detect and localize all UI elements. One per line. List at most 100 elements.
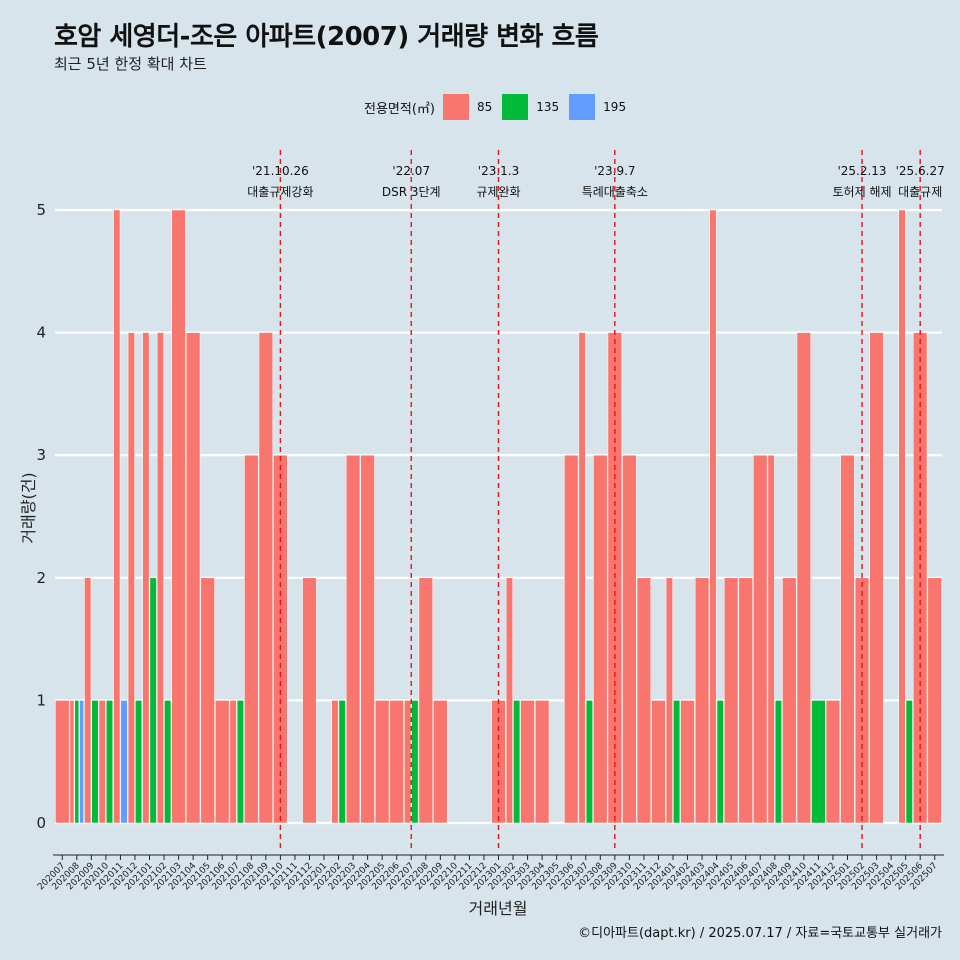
bar-85-202203 bbox=[345, 454, 361, 824]
annotation-date: '22.07 bbox=[392, 164, 430, 178]
bar-85-202302 bbox=[505, 577, 513, 824]
bar-135-202404 bbox=[716, 700, 724, 824]
bar-135-202207 bbox=[411, 700, 419, 824]
bar-135-202411 bbox=[811, 700, 826, 824]
bar-85-202102 bbox=[156, 332, 164, 824]
bar-85-202010 bbox=[98, 700, 106, 824]
bar-85-202205 bbox=[375, 700, 390, 824]
y-tick-label: 1 bbox=[36, 691, 46, 709]
bar-85-202209 bbox=[433, 700, 448, 824]
bar-85-202206 bbox=[389, 700, 404, 824]
bar-85-202409 bbox=[782, 577, 797, 824]
bar-85-202107 bbox=[229, 700, 237, 824]
bar-135-202101 bbox=[149, 577, 157, 824]
bar-85-202306 bbox=[564, 454, 579, 824]
annotation-date: '21.10.26 bbox=[252, 164, 309, 178]
bar-85-202412 bbox=[825, 700, 841, 824]
bar-85-202101 bbox=[142, 332, 150, 824]
legend-label-195: 195 bbox=[603, 100, 627, 114]
chart-title: 호암 세영더-조은 아파트(2007) 거래량 변화 흐름 bbox=[54, 22, 599, 52]
y-axis-title: 거래량(건) bbox=[19, 472, 38, 543]
bar-195-202011 bbox=[120, 700, 128, 824]
bar-85-202103 bbox=[171, 209, 186, 824]
annotation-label: 대출규제 bbox=[898, 185, 942, 199]
bar-85-202406 bbox=[738, 577, 753, 824]
bar-135-202012 bbox=[135, 700, 143, 824]
y-tick-label: 3 bbox=[36, 446, 46, 464]
bar-85-202503 bbox=[869, 332, 884, 824]
bar-135-202307 bbox=[585, 700, 593, 824]
x-axis-title: 거래년월 bbox=[469, 899, 528, 918]
legend-swatch-195 bbox=[569, 94, 596, 120]
bar-135-202010 bbox=[106, 700, 114, 824]
bars bbox=[55, 209, 942, 824]
y-tick-label: 0 bbox=[36, 814, 46, 832]
annotation-date: '23.9.7 bbox=[594, 164, 635, 178]
annotation-label: 대출규제강화 bbox=[247, 185, 313, 199]
bar-85-202405 bbox=[724, 577, 739, 824]
caption: ©디아파트(dapt.kr) / 2025.07.17 / 자료=국토교통부 실… bbox=[578, 926, 942, 941]
bar-135-202107 bbox=[236, 700, 244, 824]
bar-85-202407 bbox=[753, 454, 768, 824]
annotation-label: DSR 3단계 bbox=[382, 185, 441, 199]
bar-85-202009 bbox=[84, 577, 92, 824]
annotation-label: 특례대출축소 bbox=[582, 185, 648, 199]
legend: 전용면적(㎡) 85 135 195 bbox=[364, 92, 636, 122]
y-tick-label: 5 bbox=[36, 201, 46, 219]
bar-135-202302 bbox=[513, 700, 521, 824]
y-tick-label: 2 bbox=[36, 569, 46, 587]
bar-85-202011 bbox=[113, 209, 121, 824]
bar-85-202008 bbox=[69, 700, 75, 824]
bar-85-202312 bbox=[651, 700, 666, 824]
bar-85-202108 bbox=[244, 454, 259, 824]
annotation-date: '25.6.27 bbox=[896, 164, 945, 178]
bar-85-202007 bbox=[55, 700, 70, 824]
bar-85-202106 bbox=[215, 700, 230, 824]
bar-85-202408 bbox=[767, 454, 775, 824]
legend-label-135: 135 bbox=[536, 100, 560, 114]
legend-title: 전용면적(㎡) bbox=[364, 101, 435, 117]
bar-85-202402 bbox=[680, 700, 695, 824]
bar-85-202401 bbox=[665, 577, 673, 824]
bar-135-202009 bbox=[91, 700, 99, 824]
chart-subtitle: 최근 5년 한정 확대 차트 bbox=[54, 55, 207, 73]
bar-85-202307 bbox=[578, 332, 586, 824]
bar-85-202207 bbox=[404, 700, 412, 824]
legend-item-135: 135 bbox=[502, 94, 559, 120]
annotation-label: 토허제 해제 bbox=[833, 185, 892, 199]
bar-85-202507 bbox=[927, 577, 942, 824]
legend-item-195: 195 bbox=[569, 94, 626, 120]
bar-85-202304 bbox=[535, 700, 550, 824]
bar-85-202104 bbox=[186, 332, 201, 824]
y-tick-label: 4 bbox=[36, 324, 46, 342]
annotation-date: '23.1.3 bbox=[478, 164, 519, 178]
bar-135-202408 bbox=[774, 700, 782, 824]
legend-swatch-135 bbox=[502, 94, 529, 120]
bar-85-202208 bbox=[418, 577, 433, 824]
bar-85-202505 bbox=[898, 209, 906, 824]
bar-85-202202 bbox=[331, 700, 339, 824]
bar-135-202008 bbox=[74, 700, 80, 824]
legend-item-85: 85 bbox=[442, 94, 493, 120]
bar-135-202202 bbox=[338, 700, 346, 824]
bar-85-202012 bbox=[127, 332, 135, 824]
bar-85-202204 bbox=[360, 454, 375, 824]
bar-85-202404 bbox=[709, 209, 717, 824]
bar-85-202105 bbox=[200, 577, 215, 824]
bar-85-202403 bbox=[694, 577, 710, 824]
bar-135-202505 bbox=[905, 700, 913, 824]
bar-85-202310 bbox=[622, 454, 637, 824]
bar-85-202410 bbox=[796, 332, 811, 824]
bar-85-202303 bbox=[520, 700, 535, 824]
bar-85-202109 bbox=[258, 332, 273, 824]
bar-85-202311 bbox=[636, 577, 652, 824]
annotation-date: '25.2.13 bbox=[837, 164, 886, 178]
bar-85-202308 bbox=[593, 454, 608, 824]
bar-85-202112 bbox=[302, 577, 317, 824]
bar-135-202401 bbox=[673, 700, 681, 824]
legend-label-85: 85 bbox=[476, 100, 493, 114]
bar-135-202102 bbox=[164, 700, 172, 824]
bar-85-202501 bbox=[840, 454, 855, 824]
bar-195-202008 bbox=[79, 700, 84, 824]
